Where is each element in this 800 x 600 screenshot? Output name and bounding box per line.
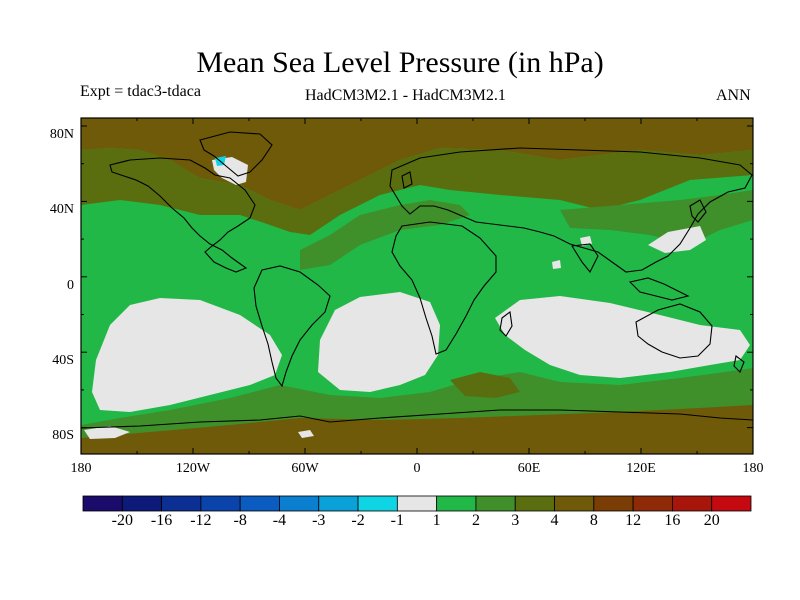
lon-tick-label: 120E [626,461,656,476]
field-antarctic-low-2 [298,430,314,438]
colorbar-swatch [82,495,123,512]
colorbar-label: 12 [625,512,642,529]
coastline-south-america [253,265,331,388]
colorbar-label: -16 [150,512,173,529]
colorbar-swatch [161,495,202,512]
coastline-maritime-asia [628,277,690,301]
field-north-band [81,118,753,210]
field-east-asia-patch [648,226,706,253]
coastline-madagascar [499,311,513,337]
field-antarctic-low-1 [84,426,130,439]
map-title: Mean Sea Level Pressure (in hPa) [196,46,604,79]
colorbar-swatch [357,495,398,512]
lat-tick-label: 80S [52,428,74,443]
field-south-atlantic-low [318,292,440,392]
field-south-high [81,405,753,454]
colorbar-label: -12 [190,512,212,529]
season-label: ANN [716,87,751,104]
colorbar-label: 2 [471,512,480,529]
colorbar-swatch [436,495,477,512]
colorbar-swatch [711,495,752,512]
coastlines [81,131,753,429]
coastline-india [571,243,599,274]
lon-tick-label: 60E [517,461,541,476]
colorbar-label: -20 [111,512,133,529]
model-label: HadCM3M2.1 - HadCM3M2.1 [305,87,506,104]
colorbar-label: -4 [272,512,287,529]
lon-tick-label: 180 [70,461,92,476]
coastline-japan [689,199,707,223]
coastline-africa [391,221,497,355]
experiment-label: Expt = tdac3-tdaca [80,83,201,100]
field-small-patch [580,236,592,246]
colorbar-swatch [200,495,241,512]
colorbar-swatch [279,495,320,512]
coastline-australia [635,303,713,359]
lon-tick-label: 0 [413,461,421,476]
field-south-olive-blob [450,372,520,398]
colorbar-swatch [121,495,162,512]
colorbar-label: 4 [550,512,559,529]
colorbar-swatch [632,495,673,512]
field-small-patch-2 [552,260,561,269]
lon-tick-label: 60W [291,461,319,476]
colorbar-label: -1 [390,512,404,529]
colorbar-swatch [514,495,555,512]
colorbar-label: -2 [351,512,365,529]
field-north-mid [81,148,753,235]
colorbar-swatch [396,495,438,512]
colorbar-label: 1 [432,512,441,529]
lon-tick-label: 180 [742,461,764,476]
field-atlantic-tongue [300,200,470,270]
lon-tick-label: 120W [175,461,211,476]
colorbar-label: -8 [233,512,247,529]
colorbar-label: 16 [664,512,681,529]
colorbar-label: 20 [703,512,720,529]
coastline-north-america [109,157,256,273]
colorbar-swatch [593,495,634,512]
colorbar-label: -3 [312,512,326,529]
lat-tick-label: 80N [49,127,74,142]
colorbar-swatch [554,495,595,512]
coastline-british-isles [401,171,413,189]
colorbar-swatch [475,495,516,512]
lat-tick-label: 40S [52,353,74,368]
lat-tick-label: 0 [67,278,74,293]
coastline-greenland [199,131,273,177]
colorbar-label: 8 [589,512,598,529]
colorbar-label: 3 [511,512,520,529]
colorbar-swatch [239,495,280,512]
field-south-pacific-low [92,298,282,412]
colorbar [82,495,752,512]
coastline-antarctica [81,409,753,429]
lat-tick-label: 40N [49,202,74,217]
axis-ticks [80,118,754,454]
colorbar-swatch [318,495,359,512]
colorbar-swatch [672,495,713,512]
coastline-eurasia [389,147,753,273]
field-asia-mid [560,190,753,245]
coastline-new-zealand [733,355,745,373]
